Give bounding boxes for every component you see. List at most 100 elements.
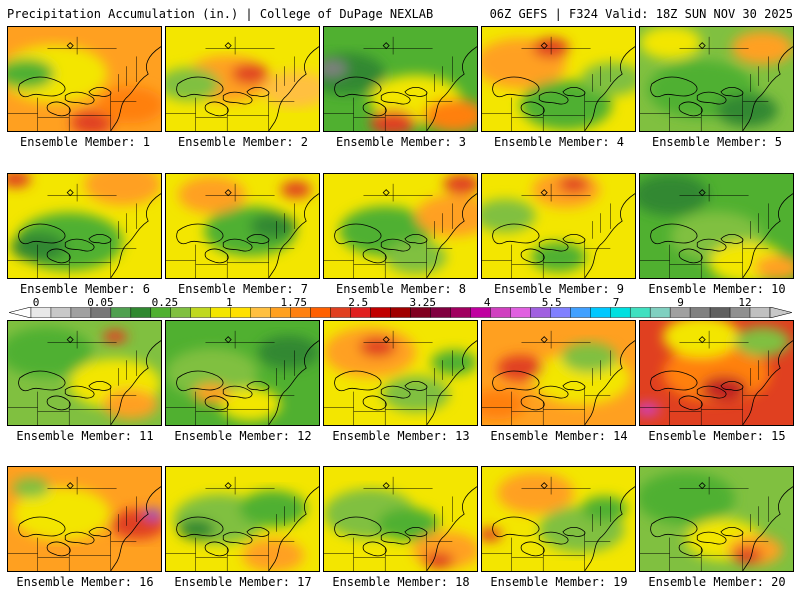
precip-blob xyxy=(166,348,258,398)
coastline xyxy=(520,248,545,264)
colorbar-min-arrow xyxy=(9,307,32,318)
colorbar-swatch xyxy=(610,307,631,318)
coastline xyxy=(538,385,569,399)
coastline xyxy=(538,238,569,252)
coastline xyxy=(222,238,253,252)
coastline xyxy=(88,526,112,537)
colorbar-swatch xyxy=(390,307,411,318)
coastline xyxy=(204,541,229,557)
coastline xyxy=(696,385,727,399)
coastline xyxy=(678,101,703,117)
ensemble-map-4 xyxy=(481,26,636,132)
ensemble-map-6 xyxy=(7,173,162,279)
ensemble-member-label: Ensemble Member: 20 xyxy=(648,575,786,589)
precip-blob xyxy=(640,402,660,417)
coastline xyxy=(742,46,793,131)
precip-blob xyxy=(497,472,574,514)
colorbar-swatch xyxy=(110,307,132,318)
colorbar-swatch xyxy=(669,307,691,318)
coastline xyxy=(426,46,477,131)
ensemble-member-label: Ensemble Member: 2 xyxy=(177,135,309,149)
coastline xyxy=(46,248,71,264)
coastline xyxy=(380,238,411,252)
colorbar-swatch xyxy=(230,307,251,318)
coastline xyxy=(492,223,540,245)
coastline xyxy=(720,380,744,391)
coastline xyxy=(362,541,387,557)
colorbar-swatch xyxy=(130,307,152,318)
coastline xyxy=(404,86,428,97)
ensemble-member-label: Ensemble Member: 11 xyxy=(16,429,154,443)
coastline xyxy=(88,233,112,244)
colorbar-swatch xyxy=(570,307,591,318)
precip-blob xyxy=(482,527,502,542)
precip-blob xyxy=(12,487,111,541)
coastline xyxy=(268,340,319,425)
location-marker-icon xyxy=(66,482,74,490)
colorbar-tick-label: 12 xyxy=(738,296,752,309)
location-marker-icon xyxy=(224,189,232,197)
precip-blob xyxy=(482,198,536,233)
ensemble-map-2 xyxy=(165,26,320,132)
coastline xyxy=(742,193,793,278)
coastline xyxy=(538,531,569,545)
location-marker-icon xyxy=(382,336,390,344)
coastline xyxy=(380,531,411,545)
colorbar-swatch xyxy=(749,307,771,318)
coastline xyxy=(110,486,161,571)
coastline xyxy=(110,46,161,131)
location-marker-icon xyxy=(698,42,706,50)
coastline xyxy=(268,486,319,571)
precip-blob xyxy=(8,174,31,188)
coastline xyxy=(176,516,224,538)
coastline xyxy=(334,76,382,98)
colorbar-swatch xyxy=(90,307,112,318)
colorbar-tick-label: 4 xyxy=(483,296,491,309)
coastline xyxy=(18,516,66,538)
location-marker-icon xyxy=(540,482,548,490)
precip-blob xyxy=(242,538,304,571)
location-marker-icon xyxy=(382,42,390,50)
ensemble-member-label: Ensemble Member: 17 xyxy=(174,575,312,589)
precip-blob xyxy=(324,60,347,77)
location-marker-icon xyxy=(540,189,548,197)
coastline xyxy=(334,223,382,245)
coastline xyxy=(380,91,411,105)
precip-blob xyxy=(423,98,477,131)
ensemble-map-10 xyxy=(639,173,794,279)
precip-blob xyxy=(482,389,525,420)
colorbar-tick-label: 0.05 xyxy=(87,296,114,309)
coastline xyxy=(362,248,387,264)
location-marker-icon xyxy=(66,42,74,50)
coastline xyxy=(562,86,586,97)
colorbar-swatch xyxy=(250,307,271,318)
precip-blob xyxy=(497,355,544,381)
colorbar-swatch xyxy=(709,307,731,318)
coastline xyxy=(64,238,95,252)
ensemble-member-label: Ensemble Member: 3 xyxy=(335,135,467,149)
precip-blob xyxy=(144,508,161,519)
colorbar-swatch xyxy=(330,307,351,318)
precip-blob xyxy=(178,176,246,214)
colorbar-swatch xyxy=(490,307,511,318)
precip-blob xyxy=(443,174,477,195)
chart-title: Precipitation Accumulation (in.) | Colle… xyxy=(7,7,434,21)
precip-blob xyxy=(377,507,439,541)
precip-blob xyxy=(754,255,793,278)
colorbar-swatch xyxy=(350,307,371,318)
colorbar-swatch xyxy=(450,307,471,318)
ensemble-map-7 xyxy=(165,173,320,279)
coastline xyxy=(18,76,66,98)
precip-blob xyxy=(382,375,450,413)
colorbar-swatch xyxy=(270,307,291,318)
ensemble-member-label: Ensemble Member: 1 xyxy=(19,135,151,149)
coastline xyxy=(404,526,428,537)
coastline xyxy=(404,380,428,391)
colorbar-tick-label: 1 xyxy=(226,296,233,309)
coastline xyxy=(362,395,387,411)
precip-blob xyxy=(280,181,312,198)
precip-blob xyxy=(84,174,161,206)
coastline xyxy=(492,370,540,392)
ensemble-member-label: Ensemble Member: 16 xyxy=(16,575,154,589)
coastline xyxy=(562,526,586,537)
